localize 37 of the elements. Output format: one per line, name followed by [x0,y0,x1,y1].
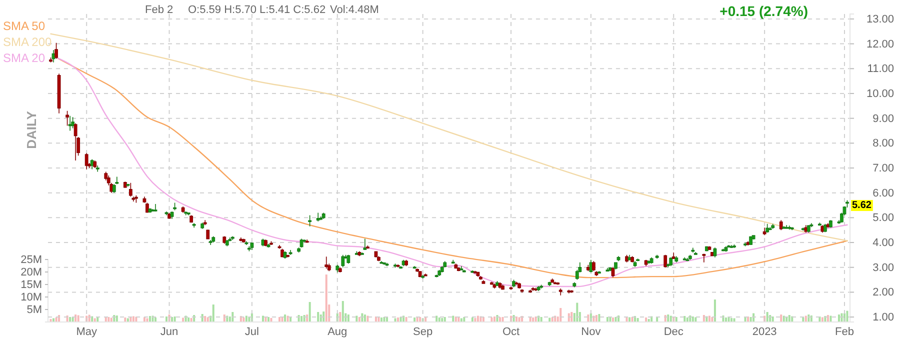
series-label: SMA 200 [3,35,52,49]
y-tick-label: 1.00 [872,312,894,324]
x-tick-label: Nov [581,326,602,338]
y-tick-label: 13.00 [866,13,894,26]
annotation: Vol:4.48M [330,4,379,16]
x-tick-label: Jul [244,326,259,338]
y-tick-label: 5M [26,304,42,316]
text: DAILY [24,110,39,149]
y-tick-label: 2.00 [872,286,894,299]
x-tick-label: 2023 [752,326,777,338]
annotation: O:5.59 H:5.70 L:5.41 C:5.62 [188,4,326,16]
y-tick-label: 15M [20,279,42,292]
y-tick-label: 6.00 [872,187,894,200]
x-tick-label: Dec [664,326,684,338]
text: SMA 50 [3,19,46,33]
y-tick-label: 11.00 [867,63,894,76]
y-tick-label: 10M [20,292,42,304]
y-tick-label: 7.00 [872,162,894,175]
series-label: SMA 20 [3,51,46,65]
x-tick-label: May [76,326,98,338]
y-tick-label: 20M [20,266,42,279]
x-tick-label: Feb [835,326,854,338]
y-tick-label: 8.00 [872,138,894,150]
annotation: +0.15 (2.74%) [720,3,808,19]
x-tick-label: Aug [328,326,348,338]
y-tick-label: 5.00 [872,212,894,224]
x-tick-label: Sep [413,326,433,338]
annotation: Feb 2 [145,4,174,16]
y-tick-label: 25M [20,254,42,266]
y-tick-label: 10.00 [866,88,894,100]
y-tick-label: 4.00 [872,237,894,250]
y-tick-label: 12.00 [866,38,894,50]
x-tick-label: Jun [160,326,178,338]
y-tick-label: 3.00 [872,262,894,274]
text: 5.62 [852,200,872,211]
x-tick-label: Oct [502,326,520,338]
y-tick-label: 9.00 [872,112,894,125]
